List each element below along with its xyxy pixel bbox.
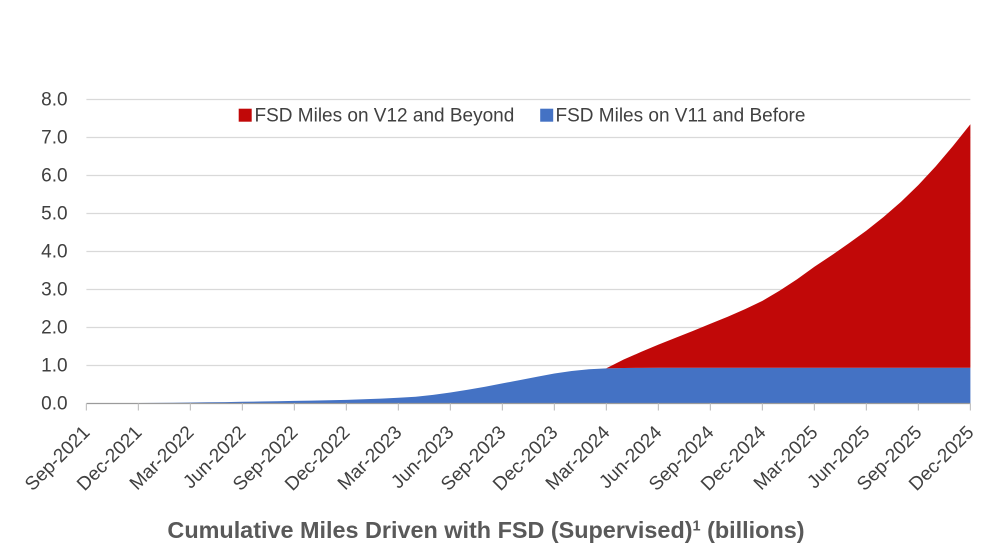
svg-text:FSD Miles on V11 and Before: FSD Miles on V11 and Before (556, 106, 806, 127)
svg-text:0.0: 0.0 (41, 393, 67, 414)
svg-text:4.0: 4.0 (41, 241, 67, 262)
svg-text:7.0: 7.0 (41, 127, 67, 148)
svg-text:6.0: 6.0 (41, 165, 67, 186)
svg-text:FSD Miles on V12 and Beyond: FSD Miles on V12 and Beyond (255, 106, 515, 127)
svg-text:1.0: 1.0 (41, 355, 67, 376)
svg-text:Cumulative Miles Driven with F: Cumulative Miles Driven with FSD (Superv… (167, 517, 804, 543)
svg-text:3.0: 3.0 (41, 279, 67, 300)
svg-text:8.0: 8.0 (41, 89, 67, 110)
svg-text:5.0: 5.0 (41, 203, 67, 224)
svg-text:2.0: 2.0 (41, 317, 67, 338)
